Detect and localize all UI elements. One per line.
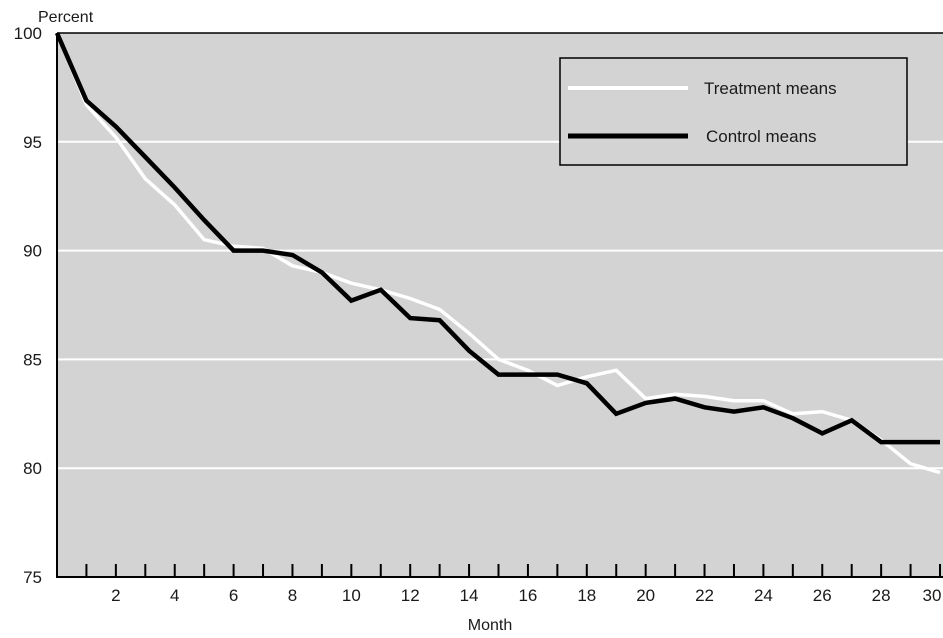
legend-label-control: Control means: [706, 127, 817, 146]
x-tick-label: 28: [872, 586, 891, 605]
y-tick-label: 100: [14, 24, 42, 43]
y-tick-label: 80: [23, 459, 42, 478]
x-axis-title: Month: [468, 617, 512, 634]
series-line-treatment: [55, 32, 941, 475]
legend: Treatment means Control means: [559, 57, 908, 166]
y-axis-title: Percent: [38, 9, 94, 26]
x-tick-label: 8: [288, 586, 297, 605]
y-ticks: 75 80 85 90 95 100: [14, 24, 42, 587]
x-tick-label: 26: [813, 586, 832, 605]
y-tick-label: 75: [23, 568, 42, 587]
series-line-control: [54, 32, 940, 445]
y-tick-label: 95: [23, 133, 42, 152]
x-tick-label: 10: [342, 586, 361, 605]
series-layer: [54, 32, 941, 475]
y-tick-label: 90: [23, 242, 42, 261]
y-tick-label: 85: [23, 350, 42, 369]
x-tick-label: 4: [170, 586, 179, 605]
x-tick-label: 18: [577, 586, 596, 605]
x-tick-label: 24: [754, 586, 773, 605]
x-tick-label: 6: [229, 586, 238, 605]
x-tick-label: 14: [460, 586, 479, 605]
x-tick-label: 12: [401, 586, 420, 605]
x-tick-label: 20: [636, 586, 655, 605]
x-tick-label: 22: [695, 586, 714, 605]
legend-box: [559, 57, 908, 166]
x-tick-label: 16: [518, 586, 537, 605]
x-tick-label: 2: [111, 586, 120, 605]
legend-label-treatment: Treatment means: [704, 79, 837, 98]
x-tick-label: 30: [923, 586, 942, 605]
x-ticks: 2 4 6 8 10 12 14 16 18 20 22 24 26 28 30: [85, 564, 942, 605]
